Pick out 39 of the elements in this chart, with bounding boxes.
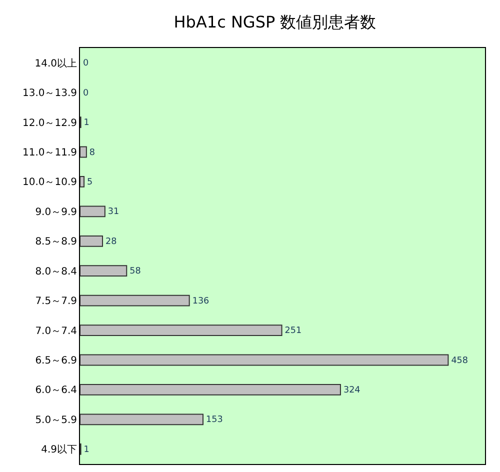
bar	[80, 294, 190, 306]
y-tick-label: 12.0～12.9	[22, 118, 77, 129]
data-label: 8	[89, 148, 96, 158]
bar	[80, 235, 104, 247]
y-tick-label: 9.0～9.9	[35, 206, 77, 218]
bar	[80, 265, 128, 277]
bar	[80, 146, 87, 158]
bar	[80, 176, 85, 188]
y-tick-label: 13.0～13.9	[22, 88, 77, 100]
y-tick-label: 8.0～8.4	[35, 266, 77, 278]
data-label: 136	[192, 296, 210, 306]
bar	[80, 324, 282, 336]
data-label: 0	[83, 58, 89, 69]
chart-title: HbA1c NGSP 数値別患者数	[174, 12, 376, 32]
bar	[80, 206, 106, 218]
y-tick-label: 7.5～7.9	[35, 296, 77, 308]
data-label: 153	[206, 415, 223, 426]
data-label: 324	[343, 386, 361, 396]
y-tick-label: 14.0以上	[34, 57, 77, 70]
data-label: 0	[82, 88, 89, 98]
data-label: 5	[87, 178, 93, 188]
data-label: 28	[106, 236, 117, 247]
y-tick-label: 11.0～11.9	[22, 148, 77, 158]
data-label: 1	[84, 118, 90, 128]
y-tick-label: 6.0～6.4	[35, 385, 77, 396]
data-label: 31	[108, 207, 120, 218]
bar	[80, 414, 204, 426]
bar	[80, 354, 449, 366]
y-tick-label: 5.0～5.9	[35, 414, 77, 426]
data-label: 1	[84, 444, 90, 455]
bar	[80, 384, 341, 396]
data-label: 58	[130, 266, 141, 277]
y-tick-label: 10.0～10.9	[22, 177, 77, 188]
y-tick-label: 4.9以下	[41, 444, 77, 456]
y-tick-label: 8.5～8.9	[35, 236, 77, 248]
y-tick-label: 6.5～6.9	[35, 356, 77, 366]
y-tick-label: 7.0～7.4	[35, 326, 77, 337]
data-label: 251	[284, 326, 302, 336]
data-label: 458	[451, 356, 468, 366]
